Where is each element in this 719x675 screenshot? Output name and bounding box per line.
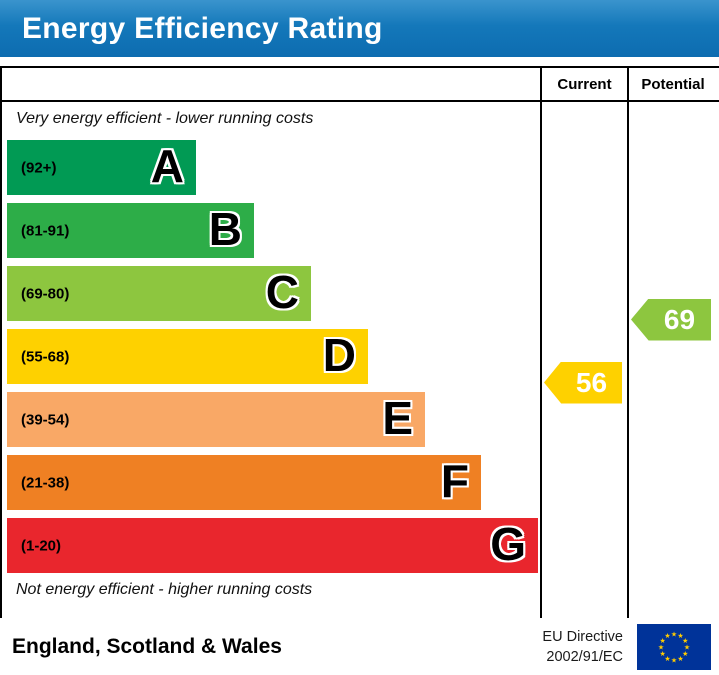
region-label: England, Scotland & Wales (12, 634, 282, 658)
band-range-label: (55-68) (21, 348, 70, 365)
page-title: Energy Efficiency Rating (22, 11, 383, 45)
band-range-label: (69-80) (21, 285, 70, 302)
band-E: (39-54) E (7, 392, 425, 447)
bottom-caption: Not energy efficient - higher running co… (16, 581, 313, 598)
header-row-divider (2, 100, 719, 102)
svg-text:★: ★ (684, 644, 690, 652)
top-caption: Very energy efficient - lower running co… (16, 110, 314, 127)
band-G: (1-20) G (7, 518, 538, 573)
title-bar: Energy Efficiency Rating (0, 0, 719, 57)
potential-rating-pointer: 69 (631, 298, 711, 341)
band-letter: C (265, 265, 299, 318)
eu-directive-line2: 2002/91/EC (546, 649, 623, 665)
potential-pointer-arrow-icon (631, 298, 711, 341)
band-range-label: (1-20) (21, 537, 62, 554)
current-pointer-arrow-icon (544, 361, 622, 404)
svg-text:★: ★ (664, 655, 670, 663)
band-F: (21-38) F (7, 455, 481, 510)
current-rating-value: 56 (575, 366, 608, 398)
band-B: (81-91) B (7, 203, 254, 258)
band-letter: F (440, 454, 469, 507)
svg-text:★: ★ (671, 657, 677, 665)
eu-directive-line1: EU Directive (542, 629, 623, 645)
band-range-label: (81-91) (21, 222, 70, 239)
band-C: (69-80) C (7, 266, 311, 321)
svg-text:★: ★ (658, 644, 664, 652)
band-D: (55-68) D (7, 329, 368, 384)
band-letter: B (208, 202, 242, 255)
band-range-label: (39-54) (21, 411, 70, 428)
potential-column-divider (627, 68, 629, 620)
current-rating-pointer: 56 (544, 361, 622, 404)
column-header-potential: Potential (641, 75, 705, 93)
band-A: (92+) A (7, 140, 196, 195)
column-header-current: Current (557, 75, 612, 93)
eu-flag-icon: ★ ★ ★ ★ ★ ★ ★ ★ ★ ★ ★ ★ (637, 624, 711, 670)
svg-text:★: ★ (677, 632, 683, 640)
band-letter: A (150, 139, 184, 192)
band-range-label: (21-38) (21, 474, 70, 491)
band-range-label: (92+) (21, 159, 57, 176)
svg-text:★: ★ (664, 632, 670, 640)
band-letter: E (382, 391, 413, 444)
eu-directive-label: EU Directive 2002/91/EC (542, 627, 623, 667)
svg-text:★: ★ (682, 637, 688, 645)
current-column-divider (540, 68, 542, 620)
band-letter: D (322, 328, 356, 381)
svg-text:★: ★ (660, 637, 666, 645)
svg-text:★: ★ (682, 650, 688, 658)
footer: England, Scotland & Wales EU Directive 2… (0, 618, 719, 675)
svg-text:★: ★ (677, 655, 683, 663)
potential-rating-value: 69 (663, 303, 696, 335)
svg-text:★: ★ (660, 650, 666, 658)
band-letter: G (490, 517, 526, 570)
rating-bands: (92+) A (81-91) B (69-80) C (55-68) D (39-54) E (2… (7, 140, 540, 573)
epc-chart: Current Potential Very energy efficient … (0, 66, 719, 622)
svg-text:★: ★ (671, 631, 677, 639)
